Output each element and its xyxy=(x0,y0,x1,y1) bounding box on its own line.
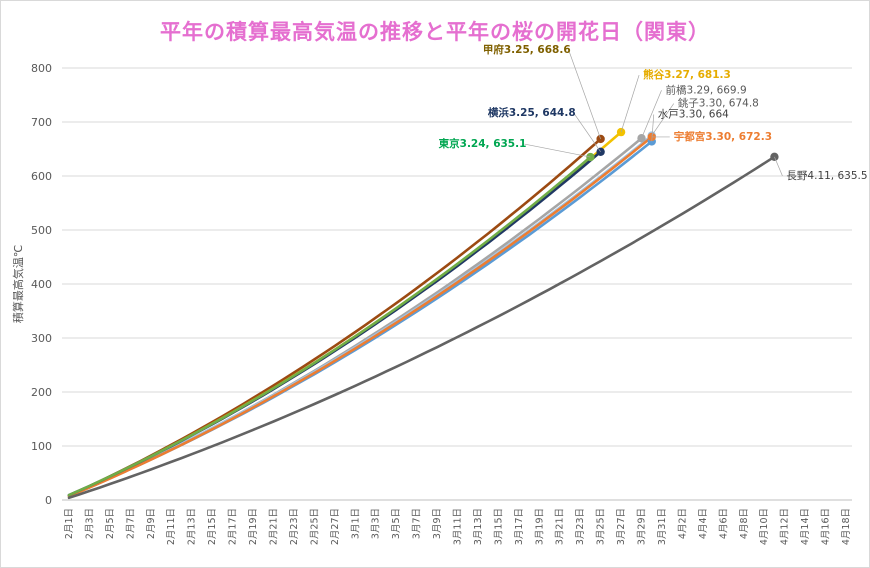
x-tick-label: 3月25日 xyxy=(596,508,607,545)
x-tick-label: 2月21日 xyxy=(268,508,279,545)
series-label-銚子: 銚子3.30, 674.8 xyxy=(678,97,759,110)
leader-line-銚子 xyxy=(651,103,675,136)
x-tick-label: 2月7日 xyxy=(125,508,136,539)
x-tick-label: 3月21日 xyxy=(555,508,566,545)
x-tick-label: 3月31日 xyxy=(657,508,668,545)
series-label-甲府: 甲府3.25, 668.6 xyxy=(483,43,571,56)
leader-line-甲府 xyxy=(568,49,601,140)
x-tick-label: 4月6日 xyxy=(718,508,729,539)
gridlines xyxy=(62,67,852,501)
series-line-横浜 xyxy=(67,150,602,497)
x-tick-label: 2月1日 xyxy=(64,508,75,539)
series-lines xyxy=(67,130,776,500)
series-line-宇都宮 xyxy=(67,135,654,498)
x-tick-label: 3月11日 xyxy=(453,508,464,545)
y-tick-label: 300 xyxy=(31,332,52,345)
y-tick-label: 0 xyxy=(45,494,52,507)
y-axis-ticks: 0 100 200 300 400 500 600 700 800 xyxy=(31,62,52,507)
y-axis-label: 積算最高気温℃ xyxy=(11,245,25,323)
x-tick-label: 3月19日 xyxy=(534,508,545,545)
series-line-銚子 xyxy=(67,134,654,497)
x-tick-label: 3月7日 xyxy=(412,508,423,539)
y-tick-label: 700 xyxy=(31,116,52,129)
y-tick-label: 100 xyxy=(31,440,52,453)
x-tick-label: 4月8日 xyxy=(739,508,750,539)
x-tick-label: 2月15日 xyxy=(207,508,218,545)
series-line-水戸 xyxy=(67,140,654,497)
x-tick-label: 2月3日 xyxy=(84,508,95,539)
x-tick-label: 2月11日 xyxy=(166,508,177,545)
x-tick-label: 4月10日 xyxy=(759,508,770,545)
x-tick-label: 3月23日 xyxy=(575,508,586,545)
x-tick-label: 2月27日 xyxy=(330,508,341,545)
x-tick-label: 2月19日 xyxy=(248,508,259,545)
series-label-横浜: 横浜3.25, 644.8 xyxy=(488,106,576,119)
leader-line-熊谷 xyxy=(620,74,640,133)
leader-line-長野 xyxy=(774,156,783,176)
x-tick-label: 2月23日 xyxy=(289,508,300,545)
x-tick-label: 3月29日 xyxy=(637,508,648,545)
series-line-甲府 xyxy=(67,137,602,497)
x-tick-label: 3月17日 xyxy=(514,508,525,545)
series-label-熊谷: 熊谷3.27, 681.3 xyxy=(643,68,731,81)
series-line-東京 xyxy=(67,155,592,497)
y-tick-label: 200 xyxy=(31,386,52,399)
series-line-長野 xyxy=(67,155,776,500)
x-tick-label: 2月9日 xyxy=(146,508,157,539)
x-tick-label: 4月12日 xyxy=(780,508,791,545)
y-tick-label: 400 xyxy=(31,278,52,291)
chart-title: 平年の積算最高気温の推移と平年の桜の開花日（関東） xyxy=(160,20,710,44)
x-tick-label: 2月25日 xyxy=(309,508,320,545)
y-tick-label: 600 xyxy=(31,170,52,183)
x-tick-label: 2月17日 xyxy=(228,508,239,545)
leader-line-横浜 xyxy=(573,112,601,153)
y-tick-label: 500 xyxy=(31,224,52,237)
series-label-東京: 東京3.24, 635.1 xyxy=(439,137,527,150)
x-tick-label: 3月27日 xyxy=(616,508,627,545)
x-tick-label: 3月5日 xyxy=(391,508,402,539)
series-line-前橋 xyxy=(67,137,643,498)
x-tick-label: 2月5日 xyxy=(105,508,116,539)
x-tick-label: 4月18日 xyxy=(841,508,852,545)
series-label-水戸: 水戸3.30, 664 xyxy=(658,108,729,120)
x-tick-label: 3月3日 xyxy=(371,508,382,539)
x-tick-label: 3月15日 xyxy=(493,508,504,545)
x-tick-label: 3月9日 xyxy=(432,508,443,539)
x-tick-label: 4月14日 xyxy=(800,508,811,545)
leader-line-東京 xyxy=(524,143,591,158)
series-line-熊谷 xyxy=(67,130,623,497)
series-label-宇都宮: 宇都宮3.30, 672.3 xyxy=(674,130,772,143)
series-label-長野: 長野4.11, 635.5 xyxy=(786,170,867,182)
x-tick-label: 4月16日 xyxy=(821,508,832,545)
x-tick-label: 4月2日 xyxy=(677,508,688,539)
x-tick-label: 3月1日 xyxy=(350,508,361,539)
y-tick-label: 800 xyxy=(31,62,52,75)
x-axis-ticks: 2月1日 2月3日 2月5日 2月7日 2月9日 2月11日 2月13日 2月15日 2月17日… xyxy=(64,508,852,545)
x-tick-label: 4月4日 xyxy=(698,508,709,539)
leader-line-前橋 xyxy=(641,90,662,139)
series-labels: 甲府3.25, 668.6 熊谷3.27, 681.3 前橋3.29, 669.9銚… xyxy=(439,43,868,182)
x-tick-label: 3月13日 xyxy=(473,508,484,545)
series-label-前橋: 前橋3.29, 669.9 xyxy=(666,83,747,96)
x-tick-label: 2月13日 xyxy=(187,508,198,545)
